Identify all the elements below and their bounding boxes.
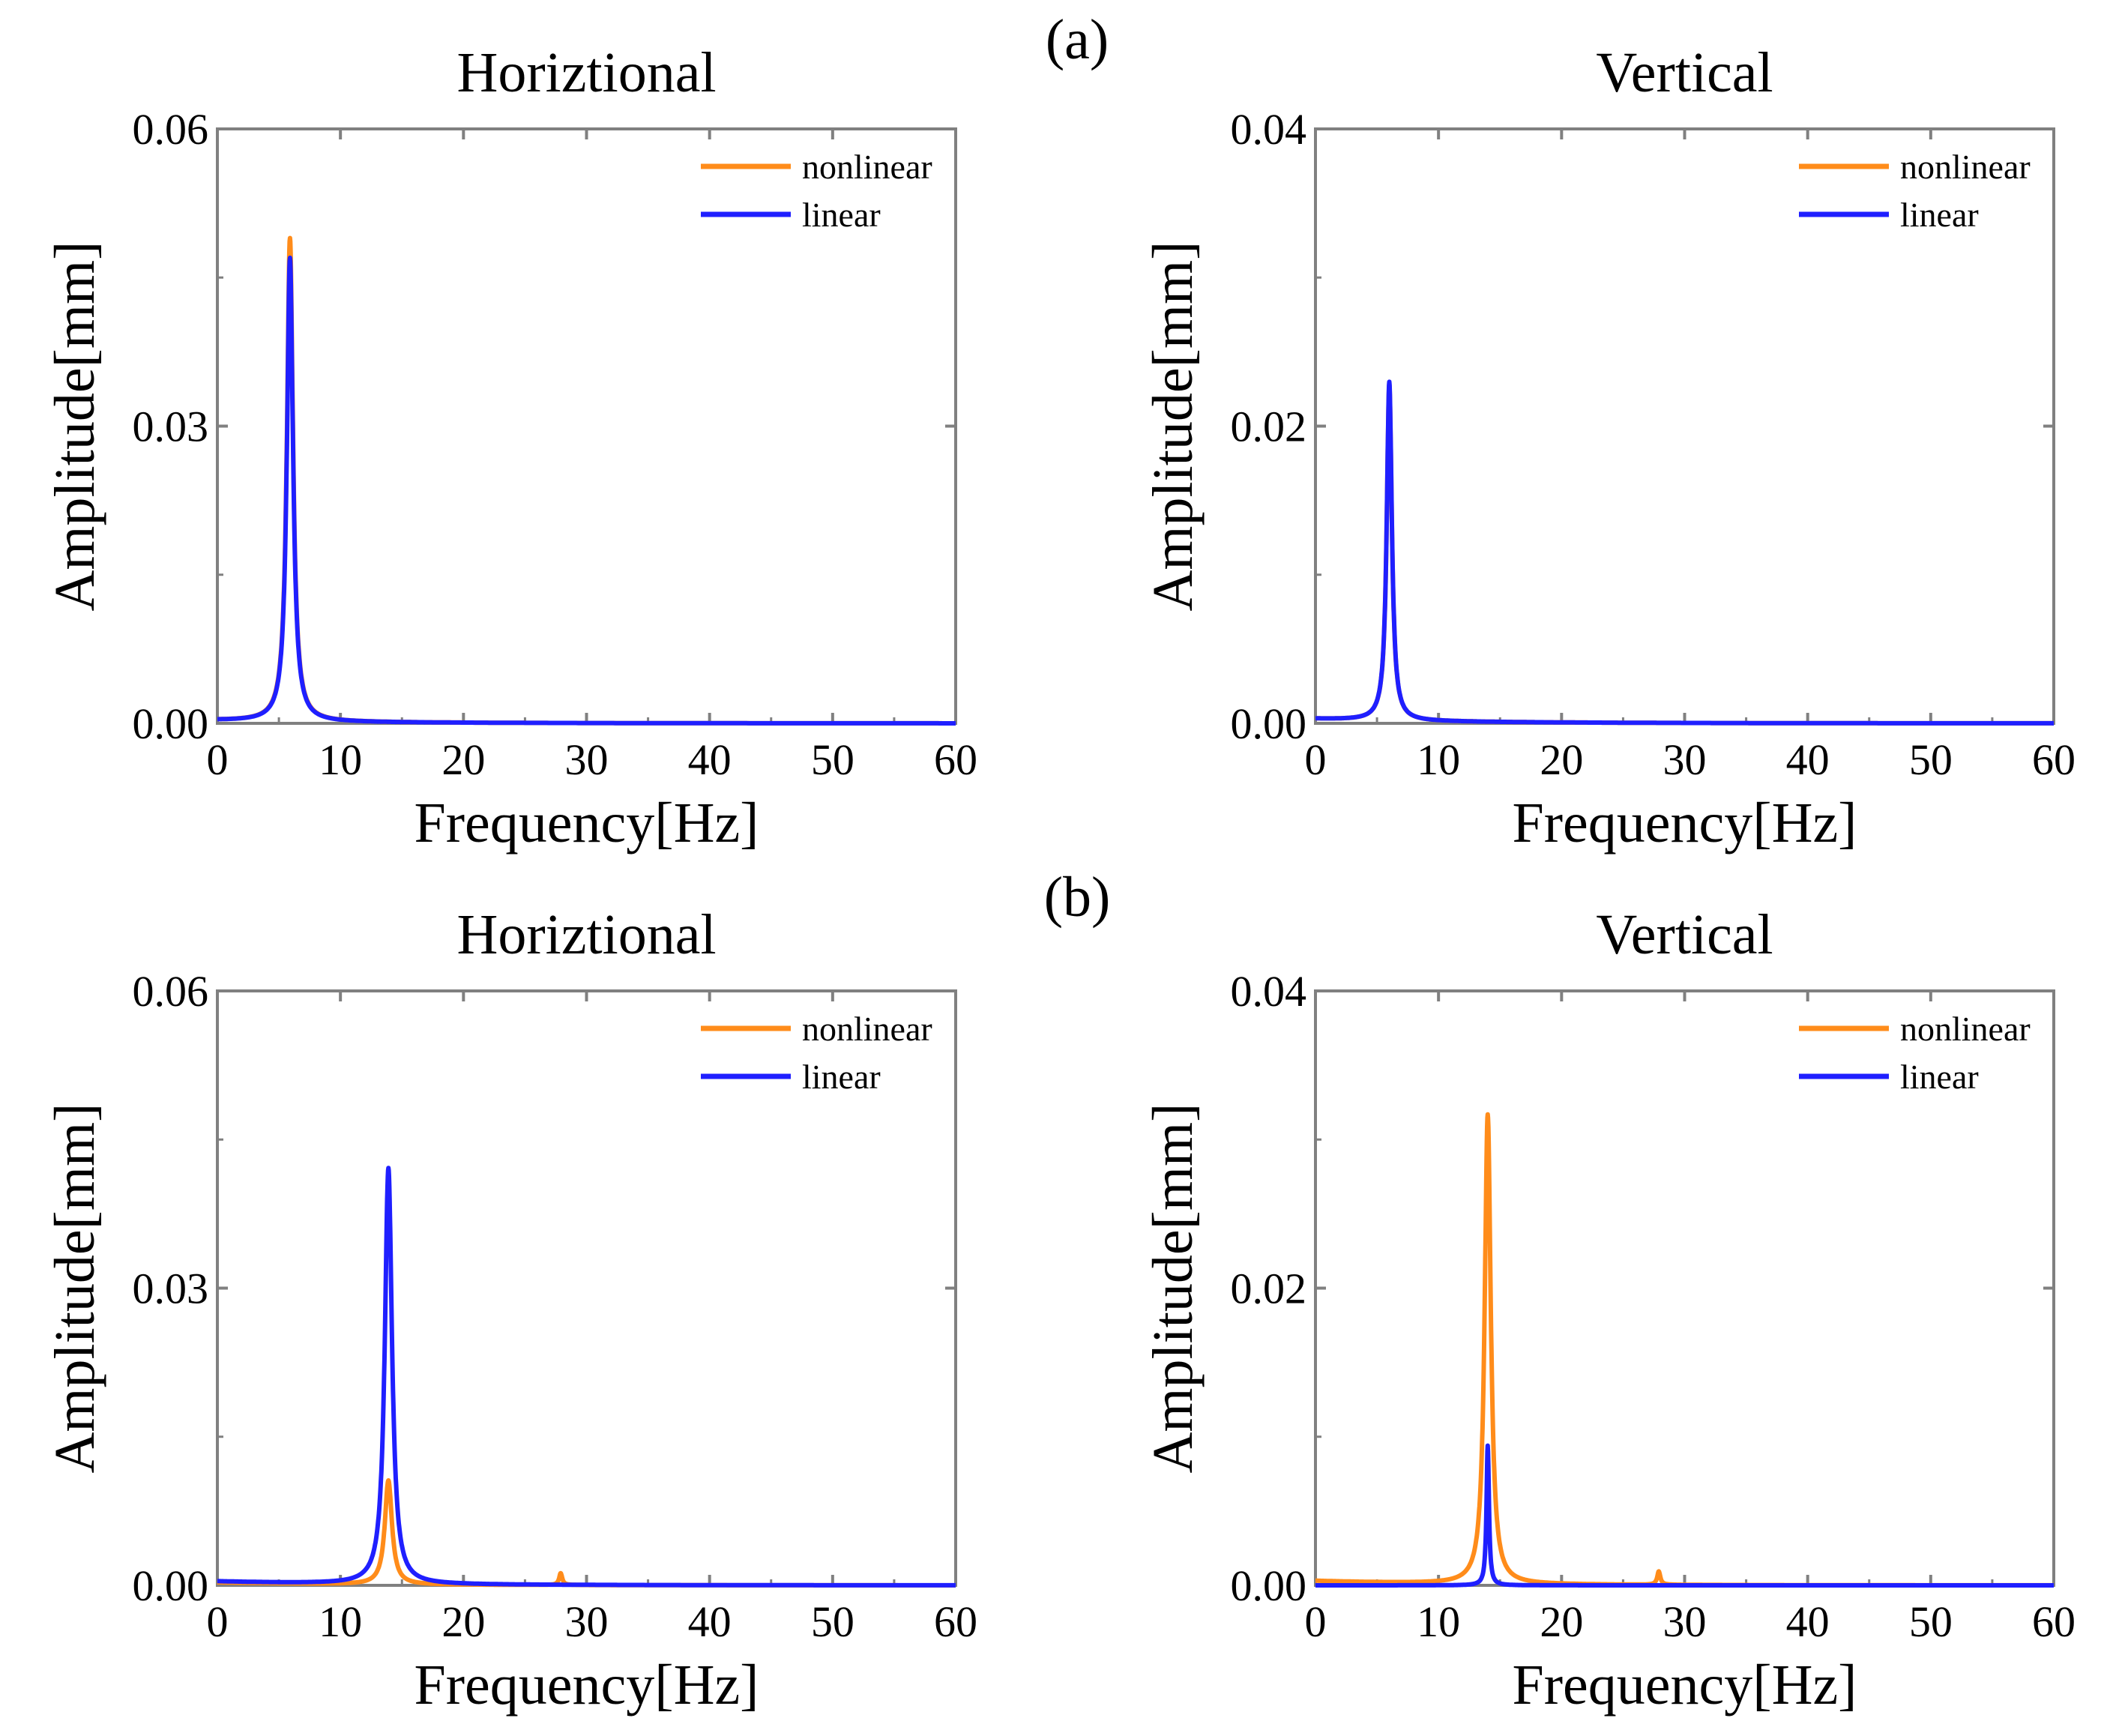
legend-label-linear: linear (802, 196, 881, 234)
y-axis-label: Amplitude[mm] (43, 1103, 106, 1474)
panel-label-a: (a) (1046, 8, 1109, 71)
y-tick-label: 0.00 (133, 699, 209, 748)
x-tick-label: 0 (1305, 735, 1327, 784)
x-tick-label: 40 (1786, 735, 1830, 784)
x-tick-label: 10 (319, 1597, 362, 1646)
x-tick-label: 40 (688, 1597, 732, 1646)
x-tick-label: 10 (1417, 1597, 1460, 1646)
x-tick-label: 60 (2032, 1597, 2076, 1646)
x-tick-label: 60 (934, 735, 977, 784)
y-tick-label: 0.00 (133, 1561, 209, 1610)
x-axis-label: Frequency[Hz] (1512, 792, 1857, 855)
legend-label-linear: linear (1900, 196, 1979, 234)
chart-b-horizontal: Horiztional 0 10 20 30 40 50 60 0.00 0.03 0.06 Freq… (43, 903, 977, 1717)
x-tick-label: 40 (1786, 1597, 1830, 1646)
chart-title: Vertical (1596, 41, 1773, 104)
y-axis-label: Amplitude[mm] (43, 241, 106, 612)
y-tick-label: 0.03 (133, 403, 209, 451)
x-axis-label: Frequency[Hz] (1512, 1654, 1857, 1717)
x-tick-label: 10 (1417, 735, 1460, 784)
x-tick-label: 50 (811, 735, 854, 784)
panel-label-b: (b) (1044, 866, 1111, 929)
x-tick-label: 20 (1540, 1597, 1583, 1646)
chart-title: Vertical (1596, 903, 1773, 966)
y-tick-label: 0.06 (133, 967, 209, 1016)
y-tick-label: 0.00 (1231, 1561, 1307, 1610)
legend-label-linear: linear (1900, 1058, 1979, 1096)
y-tick-label: 0.06 (133, 105, 209, 154)
legend-label-nonlinear: nonlinear (802, 1010, 932, 1048)
legend-label-nonlinear: nonlinear (1900, 148, 2031, 186)
x-tick-label: 20 (441, 735, 485, 784)
chart-b-vertical: Vertical 0 10 20 30 40 50 60 0.00 0.02 0.04 Frequen… (1142, 903, 2076, 1717)
x-tick-label: 50 (1909, 1597, 1953, 1646)
x-tick-label: 30 (1663, 735, 1707, 784)
y-tick-label: 0.02 (1231, 403, 1307, 451)
series-nonlinear-line (1313, 382, 2056, 726)
y-tick-label: 0.00 (1231, 699, 1307, 748)
x-tick-label: 30 (1663, 1597, 1707, 1646)
series-linear-line (215, 256, 958, 726)
legend-label-nonlinear: nonlinear (802, 148, 932, 186)
chart-title: Horiztional (456, 41, 716, 104)
y-tick-label: 0.02 (1231, 1265, 1307, 1313)
chart-a-vertical: Vertical 0 10 20 30 40 50 60 0.00 0.02 0.04 Frequen… (1142, 41, 2076, 855)
x-tick-label: 0 (207, 1597, 229, 1646)
series-nonlinear-line (1313, 1112, 2056, 1588)
series-linear-line (215, 1166, 958, 1588)
x-tick-label: 0 (1305, 1597, 1327, 1646)
x-tick-label: 40 (688, 735, 732, 784)
x-tick-label: 20 (1540, 735, 1583, 784)
series-nonlinear-line (215, 1478, 958, 1588)
legend-label-nonlinear: nonlinear (1900, 1010, 2031, 1048)
x-tick-label: 50 (811, 1597, 854, 1646)
x-axis-label: Frequency[Hz] (414, 1654, 759, 1717)
x-tick-label: 50 (1909, 735, 1953, 784)
series-nonlinear-line (215, 235, 958, 726)
y-axis-label: Amplitude[mm] (1142, 1103, 1205, 1474)
x-axis-label: Frequency[Hz] (414, 792, 759, 855)
x-tick-label: 10 (319, 735, 362, 784)
x-tick-label: 60 (934, 1597, 977, 1646)
series-linear-line (1313, 379, 2056, 726)
x-tick-label: 0 (207, 735, 229, 784)
chart-a-horizontal: Horiztional 0 10 20 30 40 50 60 0.00 0.03 0.06 Freq… (43, 41, 977, 855)
x-tick-label: 30 (565, 735, 609, 784)
series-linear-line (1313, 1443, 2056, 1588)
plots-container: Horiztional 0 10 20 30 40 50 60 0.00 0.03 0.06 Freq… (43, 41, 2076, 1717)
legend-label-linear: linear (802, 1058, 881, 1096)
y-tick-label: 0.04 (1231, 967, 1307, 1016)
y-tick-label: 0.04 (1231, 105, 1307, 154)
x-tick-label: 20 (441, 1597, 485, 1646)
chart-title: Horiztional (456, 903, 716, 966)
y-tick-label: 0.03 (133, 1265, 209, 1313)
x-tick-label: 60 (2032, 735, 2076, 784)
x-tick-label: 30 (565, 1597, 609, 1646)
y-axis-label: Amplitude[mm] (1142, 241, 1205, 612)
